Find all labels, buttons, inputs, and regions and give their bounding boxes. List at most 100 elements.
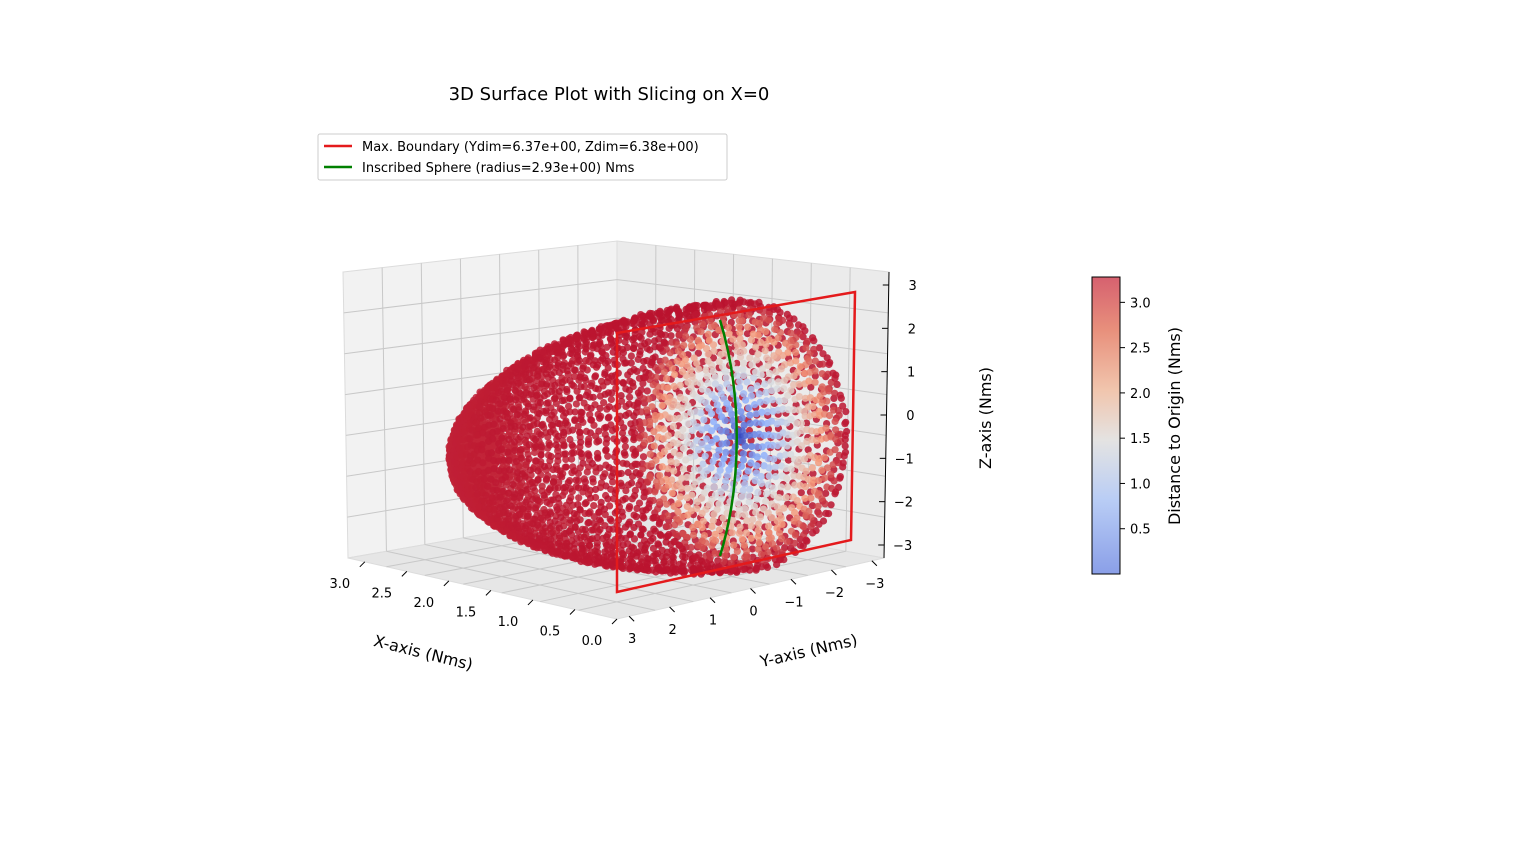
data-point [623,460,631,468]
data-point [601,510,609,519]
data-point [756,513,765,521]
data-point [825,411,834,420]
data-point [657,531,665,540]
data-point [757,472,765,481]
y-tick [790,578,797,585]
data-point [591,373,599,381]
data-point [756,326,765,334]
data-point [708,438,716,446]
data-point [771,463,780,471]
data-point [737,408,745,416]
data-point [762,388,770,396]
data-point [765,472,773,480]
data-point [778,520,786,529]
data-point [692,408,700,416]
data-point [649,544,658,553]
data-point [512,368,520,376]
data-point [523,512,532,520]
data-point [759,505,768,513]
data-point [576,506,584,514]
data-point [511,422,519,431]
data-point [594,548,602,556]
data-point [748,545,757,553]
data-point [741,511,749,519]
data-point [656,472,664,480]
data-point [800,523,808,531]
data-point [640,488,649,496]
data-point [687,342,696,350]
data-point [664,465,672,473]
data-point [549,466,557,474]
data-point [710,418,718,426]
data-point [626,503,634,511]
data-point [600,505,609,513]
data-point [735,529,744,537]
data-point [568,441,576,449]
colorbar-tick-label: 3.0 [1130,296,1151,311]
data-point [618,508,626,516]
data-point [683,362,691,370]
data-point [627,359,635,367]
data-point [711,537,720,545]
data-point [660,368,668,376]
data-point [478,446,486,454]
data-point [735,505,743,513]
data-point [751,401,759,409]
data-point [654,540,662,548]
data-point [829,369,837,377]
data-point [760,314,768,322]
y-tick-label: 3 [628,632,636,647]
data-point [475,403,484,411]
data-point [673,357,681,365]
data-point [570,382,578,390]
data-point [746,354,754,362]
data-point [543,475,551,483]
data-point [745,498,753,506]
y-tick [628,615,635,622]
data-point [780,385,788,393]
data-point [597,498,605,506]
data-point [839,459,847,467]
data-point [523,485,531,494]
data-point [490,505,498,513]
data-point [637,408,645,416]
data-point [530,384,538,392]
data-point [503,386,511,394]
data-point [724,305,732,313]
data-point [603,435,611,443]
data-point [696,379,704,387]
z-tick-label: −3 [893,539,912,554]
data-point [752,343,760,351]
data-point [564,478,572,487]
data-point [526,422,534,430]
data-point [509,405,517,413]
data-point [814,502,822,510]
data-point [791,481,799,489]
data-point [513,411,521,419]
data-point [787,450,795,458]
data-point [747,392,756,400]
data-point [655,498,664,506]
data-point [604,452,612,460]
data-point [663,548,671,557]
data-point [822,424,830,432]
data-point [604,357,612,365]
data-point [667,332,675,340]
data-point [536,399,545,407]
data-point [719,514,727,522]
data-point [575,356,584,365]
data-point [554,362,562,370]
data-point [781,451,790,459]
data-point [630,320,639,329]
data-point [516,510,524,519]
data-point [538,482,546,490]
data-point [627,352,636,360]
data-point [623,333,631,341]
data-point [546,441,554,449]
data-point [802,536,810,544]
data-point [657,316,666,324]
data-point [839,402,847,410]
data-point [693,324,701,332]
data-point [704,350,712,358]
data-point [700,306,709,314]
